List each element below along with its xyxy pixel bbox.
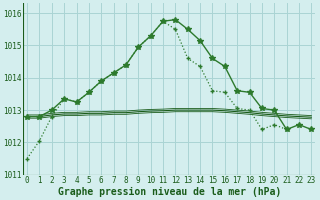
X-axis label: Graphe pression niveau de la mer (hPa): Graphe pression niveau de la mer (hPa) <box>58 186 281 197</box>
